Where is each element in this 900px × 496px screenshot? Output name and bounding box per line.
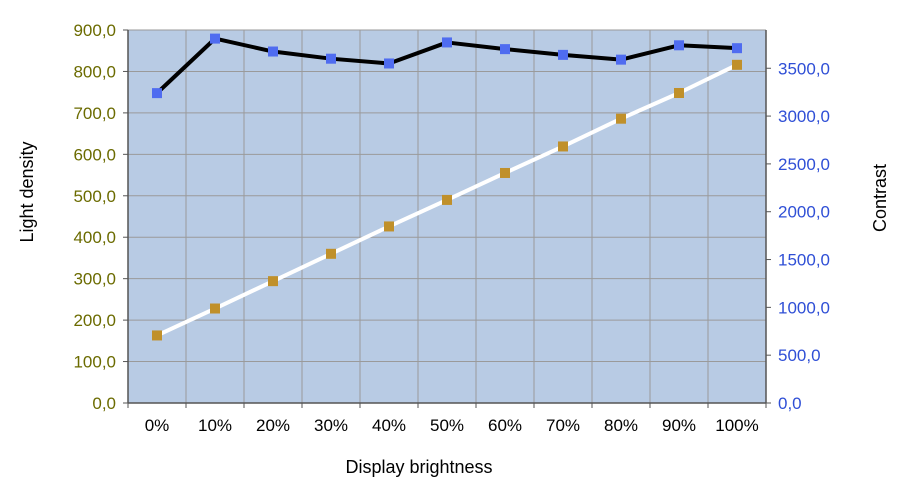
x-tick-label: 50%	[430, 416, 464, 435]
x-axis-ticks: 0% 10% 20% 30% 40% 50% 60% 70% 80% 90% 100%	[145, 416, 759, 435]
right-tick-label: 3000,0	[778, 107, 830, 126]
left-tick-label: 900,0	[73, 21, 116, 40]
light-density-data-point	[152, 330, 162, 341]
x-tick-label: 0%	[145, 416, 170, 435]
right-tick-label: 3500,0	[778, 59, 830, 78]
left-tick-label: 500,0	[73, 187, 116, 206]
contrast-data-point	[732, 43, 742, 54]
contrast-data-point	[384, 58, 394, 69]
contrast-data-point	[616, 54, 626, 65]
right-tick-label: 0,0	[778, 394, 802, 413]
contrast-data-point	[152, 88, 162, 99]
contrast-data-point	[210, 33, 220, 44]
x-tick-label: 80%	[604, 416, 638, 435]
left-tick-label: 400,0	[73, 228, 116, 247]
left-tick-label: 600,0	[73, 145, 116, 164]
x-tick-label: 70%	[546, 416, 580, 435]
x-tick-label: 20%	[256, 416, 290, 435]
light-density-data-point	[210, 303, 220, 314]
x-tick-label: 10%	[198, 416, 232, 435]
left-tick-label: 700,0	[73, 104, 116, 123]
contrast-data-point	[442, 37, 452, 48]
left-tick-label: 100,0	[73, 353, 116, 372]
right-axis-ticks: 0,0 500,0 1000,0 1500,0 2000,0 2500,0 3000,0 35…	[766, 59, 830, 413]
x-axis-label: Display brightness	[345, 457, 492, 477]
right-tick-label: 1000,0	[778, 298, 830, 317]
right-axis-label: Contrast	[870, 164, 890, 232]
light-density-data-point	[384, 221, 394, 232]
light-density-data-point	[674, 87, 684, 98]
right-tick-label: 1500,0	[778, 251, 830, 270]
light-density-data-point	[500, 167, 510, 178]
series-group	[152, 33, 742, 341]
contrast-data-point	[326, 53, 336, 64]
x-tick-label: 40%	[372, 416, 406, 435]
x-tick-label: 100%	[715, 416, 758, 435]
left-tick-label: 0,0	[92, 394, 116, 413]
light-density-data-point	[268, 276, 278, 287]
light-density-data-point	[616, 113, 626, 124]
light-density-data-point	[326, 248, 336, 259]
light-density-data-point	[442, 194, 452, 205]
x-tick-label: 60%	[488, 416, 522, 435]
left-axis-label: Light density	[17, 141, 37, 242]
light-density-data-point	[558, 141, 568, 152]
left-tick-label: 200,0	[73, 311, 116, 330]
right-tick-label: 2000,0	[778, 203, 830, 222]
left-tick-label: 300,0	[73, 270, 116, 289]
left-tick-label: 800,0	[73, 62, 116, 81]
x-tick-label: 90%	[662, 416, 696, 435]
light-density-data-point	[732, 59, 742, 70]
right-tick-label: 500,0	[778, 346, 821, 365]
contrast-data-point	[268, 46, 278, 57]
x-tick-label: 30%	[314, 416, 348, 435]
axes	[127, 30, 767, 408]
left-axis-ticks: 0,0 100,0 200,0 300,0 400,0 500,0 600,0 700,0 80…	[73, 21, 128, 413]
contrast-data-point	[674, 40, 684, 51]
right-tick-label: 2500,0	[778, 155, 830, 174]
contrast-data-point	[558, 49, 568, 60]
plot-area	[128, 30, 766, 403]
contrast-data-point	[500, 44, 510, 55]
